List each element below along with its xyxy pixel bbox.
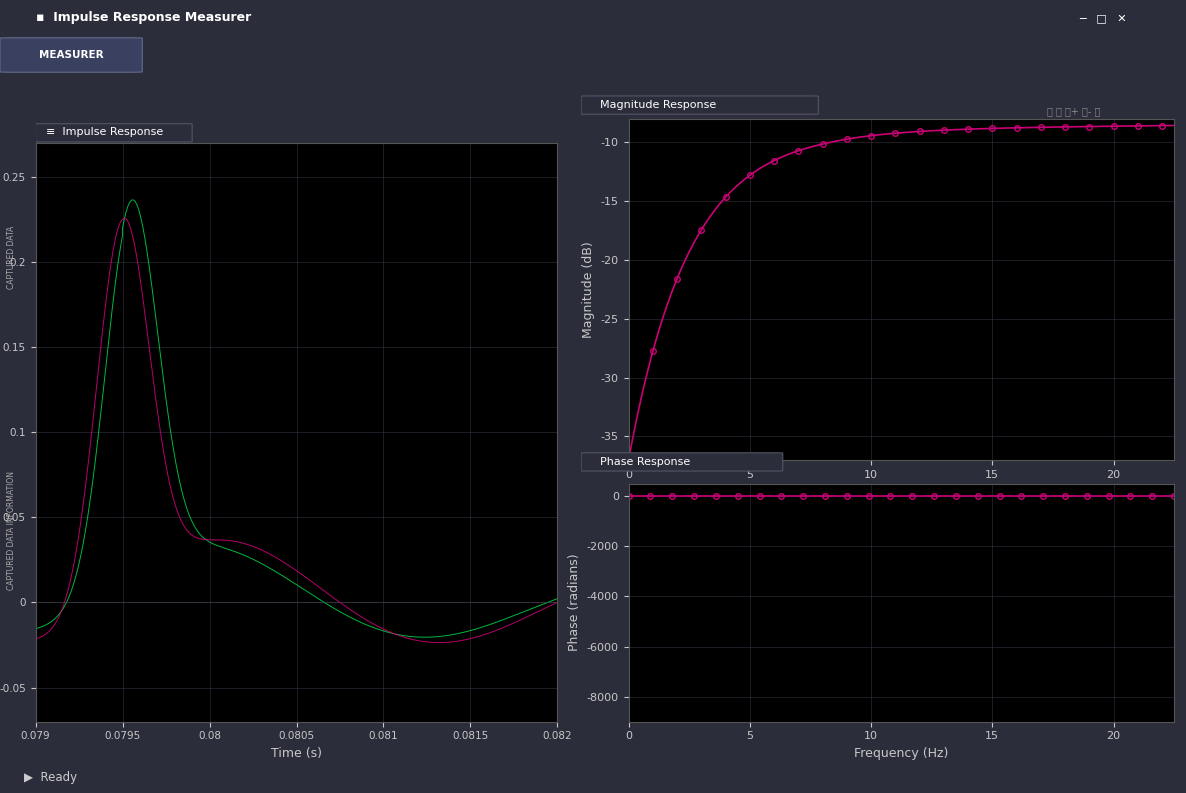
X-axis label: Time (s): Time (s) xyxy=(270,747,323,760)
Text: ≡  Impulse Response: ≡ Impulse Response xyxy=(46,128,164,137)
FancyBboxPatch shape xyxy=(581,453,783,471)
Text: MEASURER: MEASURER xyxy=(39,50,103,60)
X-axis label: Frequency (Hz): Frequency (Hz) xyxy=(854,485,949,498)
Y-axis label: Phase (radians): Phase (radians) xyxy=(568,554,581,652)
Text: ▪  Impulse Response Measurer: ▪ Impulse Response Measurer xyxy=(36,11,250,25)
Text: Magnitude Response: Magnitude Response xyxy=(593,100,716,109)
Text: ▶  Ready: ▶ Ready xyxy=(24,771,77,783)
Text: ─   □   ✕: ─ □ ✕ xyxy=(1079,13,1127,23)
Y-axis label: Magnitude (dB): Magnitude (dB) xyxy=(582,241,595,338)
Text: CAPTURED DATA: CAPTURED DATA xyxy=(7,226,17,289)
FancyBboxPatch shape xyxy=(36,124,192,142)
X-axis label: Frequency (Hz): Frequency (Hz) xyxy=(854,747,949,760)
Text: 📊 ✋ 🔍+ 🔍- 🏠: 📊 ✋ 🔍+ 🔍- 🏠 xyxy=(1046,106,1101,116)
Text: Phase Response: Phase Response xyxy=(593,457,690,466)
FancyBboxPatch shape xyxy=(0,38,142,72)
FancyBboxPatch shape xyxy=(581,96,818,114)
Text: CAPTURED DATA INFORMATION: CAPTURED DATA INFORMATION xyxy=(7,471,17,590)
